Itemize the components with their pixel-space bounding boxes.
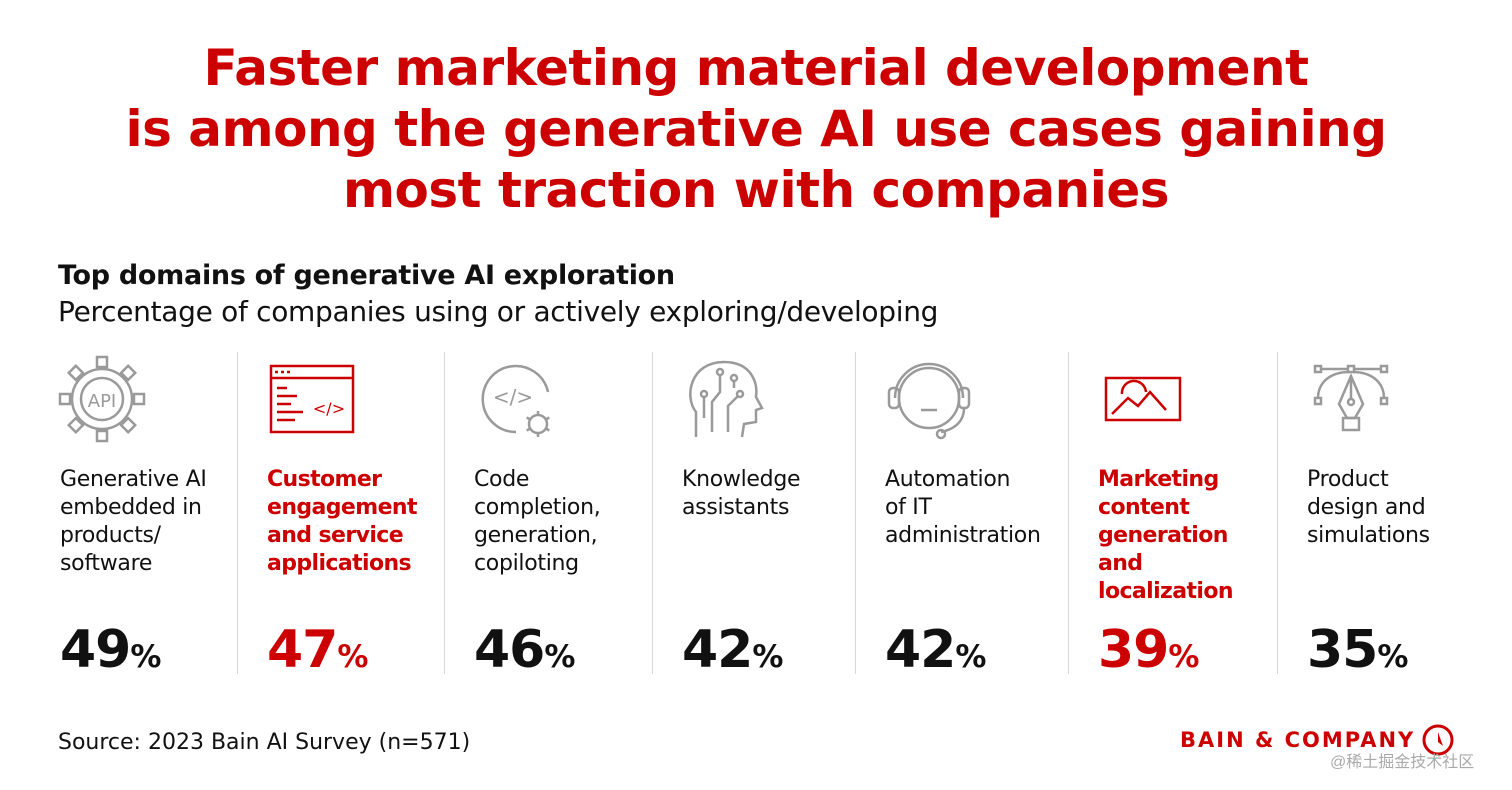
category-label-line: Knowledge: [682, 467, 801, 492]
category-label: Product design and simulations: [1307, 466, 1507, 550]
category-label-line: and service: [267, 523, 404, 548]
category-label-line: Product: [1307, 467, 1389, 492]
category-label-line: embedded in: [60, 495, 202, 520]
data-value-label: 42%: [682, 620, 783, 687]
category-label-line: Marketing: [1098, 467, 1219, 492]
category-label-line: products/: [60, 523, 161, 548]
column-divider: [855, 352, 856, 674]
column-divider: [237, 352, 238, 674]
title-line: most traction with companies: [342, 161, 1170, 219]
column-divider: [1277, 352, 1278, 674]
category-label-line: and: [1098, 551, 1143, 576]
category-label-line: simulations: [1307, 523, 1430, 548]
category-label-line: copiloting: [474, 551, 579, 576]
brand-logo-text: BAIN & COMPANY: [1180, 728, 1416, 752]
headset-icon: [879, 352, 979, 447]
value-number: 49: [60, 620, 131, 680]
category-label-line: software: [60, 551, 153, 576]
category-label-line: generation,: [474, 523, 598, 548]
data-value-label: 42%: [885, 620, 986, 687]
data-value-label: 49%: [60, 620, 161, 687]
domain-columns: API Generative AI embedded in products/soft…: [0, 352, 1512, 680]
category-label-line: Automation: [885, 467, 1011, 492]
column-divider: [652, 352, 653, 674]
chart-header: Top domains of generative AI exploration…: [58, 258, 938, 330]
chart-title: Top domains of generative AI exploration: [58, 260, 675, 291]
image-frame-icon: [1092, 352, 1192, 447]
category-label-line: localization: [1098, 579, 1234, 604]
value-number: 39: [1098, 620, 1169, 680]
watermark: @稀土掘金技术社区: [1330, 754, 1475, 771]
bain-logo-icon: [1422, 724, 1454, 756]
category-label-line: design and: [1307, 495, 1426, 520]
svg-text:API: API: [88, 391, 116, 412]
value-number: 35: [1307, 620, 1378, 680]
code-window-icon: </>: [261, 352, 361, 447]
data-value-label: 39%: [1098, 620, 1199, 687]
value-unit: %: [1377, 639, 1409, 675]
category-label: Customer engagement and service application…: [267, 466, 467, 578]
chart-subtitle: Percentage of companies using or activel…: [58, 295, 939, 328]
pen-tool-icon: [1301, 352, 1401, 447]
source-note: Source: 2023 Bain AI Survey (n=571): [58, 730, 471, 755]
category-label-line: generation: [1098, 523, 1228, 548]
value-number: 47: [267, 620, 338, 680]
category-label-line: completion,: [474, 495, 601, 520]
value-number: 46: [474, 620, 545, 680]
value-unit: %: [130, 639, 162, 675]
ai-head-icon: [676, 352, 776, 447]
category-label-line: assistants: [682, 495, 790, 520]
title-line: is among the generative AI use cases gai…: [125, 100, 1387, 158]
svg-text:</>: </>: [493, 385, 533, 409]
category-label: Code completion, generation, copiloting: [474, 466, 674, 578]
category-label-line: Customer: [267, 467, 382, 492]
data-value-label: 35%: [1307, 620, 1408, 687]
svg-text:</>: </>: [313, 399, 345, 418]
column-divider: [444, 352, 445, 674]
category-label-line: of IT: [885, 495, 932, 520]
value-unit: %: [544, 639, 576, 675]
value-unit: %: [752, 639, 784, 675]
category-label-line: administration: [885, 523, 1041, 548]
category-label-line: Code: [474, 467, 530, 492]
title-line: Faster marketing material development: [203, 39, 1310, 97]
value-number: 42: [682, 620, 753, 680]
page-title: Faster marketing material development is…: [0, 38, 1512, 221]
value-unit: %: [1168, 639, 1200, 675]
column-divider: [1068, 352, 1069, 674]
category-label-line: content: [1098, 495, 1190, 520]
code-gear-icon: </>: [468, 352, 568, 447]
category-label: Marketing content generation and localizatio…: [1098, 466, 1298, 606]
value-unit: %: [955, 639, 987, 675]
data-value-label: 47%: [267, 620, 368, 687]
value-unit: %: [337, 639, 369, 675]
value-number: 42: [885, 620, 956, 680]
category-label-line: Generative AI: [60, 467, 207, 492]
api-gear-icon: API: [54, 352, 154, 447]
category-label-line: applications: [267, 551, 412, 576]
data-value-label: 46%: [474, 620, 575, 687]
category-label: Knowledge assistants: [682, 466, 882, 522]
category-label: Automation of IT administration: [885, 466, 1085, 550]
category-label: Generative AI embedded in products/softwar…: [60, 466, 260, 578]
category-label-line: engagement: [267, 495, 417, 520]
